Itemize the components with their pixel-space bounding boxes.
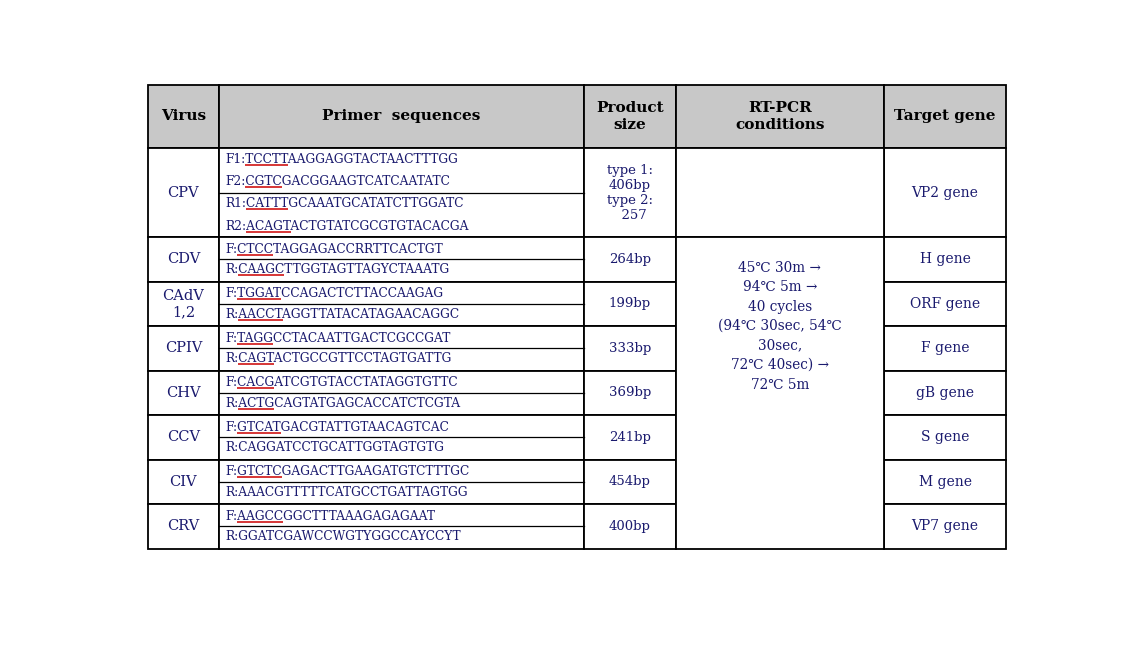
Bar bbox=[584, 504, 676, 549]
Text: F:AAGCCGGCTTTAAAGAGAGAAT: F:AAGCCGGCTTTAAAGAGAGAAT bbox=[225, 509, 435, 523]
Text: CRV: CRV bbox=[168, 519, 199, 533]
Bar bbox=[148, 148, 218, 237]
Text: M gene: M gene bbox=[919, 475, 972, 489]
Text: CAdV
1,2: CAdV 1,2 bbox=[162, 289, 204, 319]
Text: Primer  sequences: Primer sequences bbox=[322, 109, 481, 123]
Text: F:TAGGCCTACAATTGACTCGCCGAT: F:TAGGCCTACAATTGACTCGCCGAT bbox=[225, 331, 450, 345]
Text: R:CAAGCTTGGTAGTTAGYCTAAATG: R:CAAGCTTGGTAGTTAGYCTAAATG bbox=[225, 263, 449, 276]
Bar bbox=[884, 460, 1007, 504]
Bar bbox=[218, 85, 584, 148]
Bar bbox=[218, 370, 584, 415]
Text: R:ACTGCAGTATGAGCACCATCTCGTA: R:ACTGCAGTATGAGCACCATCTCGTA bbox=[225, 397, 461, 409]
Text: CIV: CIV bbox=[170, 475, 197, 489]
Text: F:GTCTCGAGACTTGAAGATGTCTTTGC: F:GTCTCGAGACTTGAAGATGTCTTTGC bbox=[225, 465, 470, 478]
Text: type 1:
406bp
type 2:
  257: type 1: 406bp type 2: 257 bbox=[607, 164, 653, 221]
Text: CHV: CHV bbox=[166, 386, 200, 400]
Bar bbox=[148, 370, 218, 415]
Text: gB gene: gB gene bbox=[917, 386, 974, 400]
Text: F gene: F gene bbox=[921, 342, 969, 356]
Text: F:GTCATGACGTATTGTAACAGTCAC: F:GTCATGACGTATTGTAACAGTCAC bbox=[225, 421, 449, 433]
Bar bbox=[884, 85, 1007, 148]
Bar bbox=[884, 326, 1007, 370]
Text: R:CAGTACTGCCGTTCCTAGTGATTG: R:CAGTACTGCCGTTCCTAGTGATTG bbox=[225, 352, 452, 365]
Bar bbox=[218, 460, 584, 504]
Text: R:CAGGATCCTGCATTGGTAGTGTG: R:CAGGATCCTGCATTGGTAGTGTG bbox=[225, 441, 444, 454]
Bar bbox=[584, 237, 676, 282]
Text: R:GGATCGAWCCWGTYGGCCAYCCYT: R:GGATCGAWCCWGTYGGCCAYCCYT bbox=[225, 530, 461, 543]
Text: VP2 gene: VP2 gene bbox=[912, 186, 978, 200]
Text: F:CACGATCGTGTACCTATAGGTGTTC: F:CACGATCGTGTACCTATAGGTGTTC bbox=[225, 376, 458, 389]
Text: F1:TCCTTAAGGAGGTACTAACTTTGG: F1:TCCTTAAGGAGGTACTAACTTTGG bbox=[225, 153, 458, 166]
Text: R:AACCTAGGTTATACATAGAACAGGC: R:AACCTAGGTTATACATAGAACAGGC bbox=[225, 307, 459, 321]
Text: R:AAACGTTTTTCATGCCTGATTAGTGG: R:AAACGTTTTTCATGCCTGATTAGTGG bbox=[225, 486, 467, 499]
Bar bbox=[148, 326, 218, 370]
Text: CCV: CCV bbox=[167, 430, 200, 444]
Bar bbox=[584, 415, 676, 460]
Bar bbox=[148, 237, 218, 282]
Text: CDV: CDV bbox=[167, 252, 200, 266]
Text: VP7 gene: VP7 gene bbox=[912, 519, 978, 533]
Text: CPV: CPV bbox=[168, 186, 199, 200]
Bar bbox=[148, 282, 218, 326]
Text: 241bp: 241bp bbox=[609, 431, 651, 444]
Bar bbox=[584, 85, 676, 148]
Text: 333bp: 333bp bbox=[609, 342, 651, 355]
Bar bbox=[218, 326, 584, 370]
Bar bbox=[584, 460, 676, 504]
Text: ORF gene: ORF gene bbox=[910, 297, 980, 311]
Text: F2:CGTCGACGGAAGTCATCAATATC: F2:CGTCGACGGAAGTCATCAATATC bbox=[225, 175, 450, 188]
Text: 45℃ 30m →
94℃ 5m →
40 cycles
(94℃ 30sec, 54℃
30sec,
72℃ 40sec) →
72℃ 5m: 45℃ 30m → 94℃ 5m → 40 cycles (94℃ 30sec,… bbox=[718, 260, 841, 392]
Bar bbox=[148, 460, 218, 504]
Bar bbox=[584, 370, 676, 415]
Text: 199bp: 199bp bbox=[609, 297, 651, 311]
Bar bbox=[148, 504, 218, 549]
Text: R2:ACAGTACTGTATCGCGTGTACACGA: R2:ACAGTACTGTATCGCGTGTACACGA bbox=[225, 219, 468, 233]
Text: CPIV: CPIV bbox=[164, 342, 202, 356]
Bar bbox=[584, 282, 676, 326]
Bar bbox=[218, 148, 584, 237]
Bar bbox=[884, 148, 1007, 237]
Text: 369bp: 369bp bbox=[609, 386, 651, 399]
Bar bbox=[148, 85, 218, 148]
Text: S gene: S gene bbox=[921, 430, 969, 444]
Text: Target gene: Target gene bbox=[894, 109, 995, 123]
Text: F:CTCCTAGGAGACCRRTTCACTGT: F:CTCCTAGGAGACCRRTTCACTGT bbox=[225, 243, 443, 256]
Text: 400bp: 400bp bbox=[609, 520, 651, 533]
Bar bbox=[884, 237, 1007, 282]
Bar bbox=[218, 237, 584, 282]
Bar bbox=[676, 237, 884, 549]
Bar bbox=[884, 370, 1007, 415]
Bar bbox=[884, 415, 1007, 460]
Text: F:TGGATCCAGACTCTTACCAAGAG: F:TGGATCCAGACTCTTACCAAGAG bbox=[225, 287, 444, 300]
Text: 264bp: 264bp bbox=[609, 253, 651, 266]
Bar bbox=[884, 282, 1007, 326]
Text: Virus: Virus bbox=[161, 109, 206, 123]
Bar bbox=[218, 415, 584, 460]
Text: H gene: H gene bbox=[920, 252, 971, 266]
Bar bbox=[584, 148, 676, 237]
Bar bbox=[218, 504, 584, 549]
Text: R1:CATTTGCAAATGCATATCTTGGATC: R1:CATTTGCAAATGCATATCTTGGATC bbox=[225, 197, 464, 210]
Bar bbox=[218, 282, 584, 326]
Bar bbox=[148, 415, 218, 460]
Bar bbox=[676, 85, 884, 148]
Text: Product
size: Product size bbox=[596, 101, 663, 132]
Bar bbox=[676, 148, 884, 237]
Text: RT-PCR
conditions: RT-PCR conditions bbox=[735, 101, 824, 132]
Bar bbox=[884, 504, 1007, 549]
Bar bbox=[584, 326, 676, 370]
Text: 454bp: 454bp bbox=[609, 475, 651, 488]
